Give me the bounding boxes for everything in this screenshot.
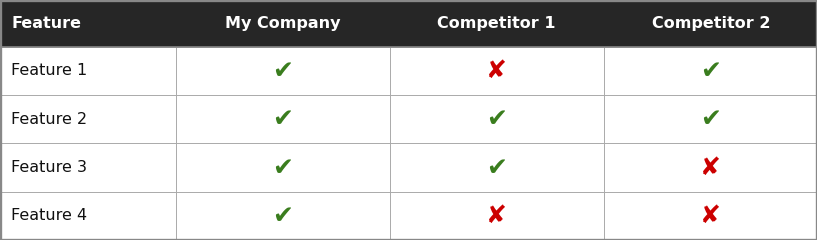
Text: Feature 4: Feature 4 [11, 208, 87, 223]
Text: Feature 3: Feature 3 [11, 160, 87, 175]
Text: Feature 2: Feature 2 [11, 112, 87, 127]
Text: Feature 1: Feature 1 [11, 63, 87, 78]
Text: ✘: ✘ [486, 59, 507, 83]
Text: ✔: ✔ [700, 107, 721, 131]
Text: ✘: ✘ [700, 156, 721, 180]
Text: ✘: ✘ [486, 204, 507, 228]
Text: ✔: ✔ [486, 107, 507, 131]
Text: My Company: My Company [225, 16, 341, 31]
Text: ✔: ✔ [272, 156, 293, 180]
Text: Feature: Feature [11, 16, 82, 31]
Text: Competitor 1: Competitor 1 [437, 16, 556, 31]
Bar [0, 47, 817, 95]
Text: ✔: ✔ [486, 156, 507, 180]
Bar [0, 95, 817, 143]
Text: Competitor 2: Competitor 2 [651, 16, 770, 31]
Text: ✔: ✔ [272, 59, 293, 83]
Bar [0, 144, 817, 192]
Bar [0, 0, 817, 47]
Text: ✔: ✔ [272, 107, 293, 131]
Text: ✔: ✔ [272, 204, 293, 228]
Text: ✔: ✔ [700, 59, 721, 83]
Text: ✘: ✘ [700, 204, 721, 228]
Bar [0, 192, 817, 240]
